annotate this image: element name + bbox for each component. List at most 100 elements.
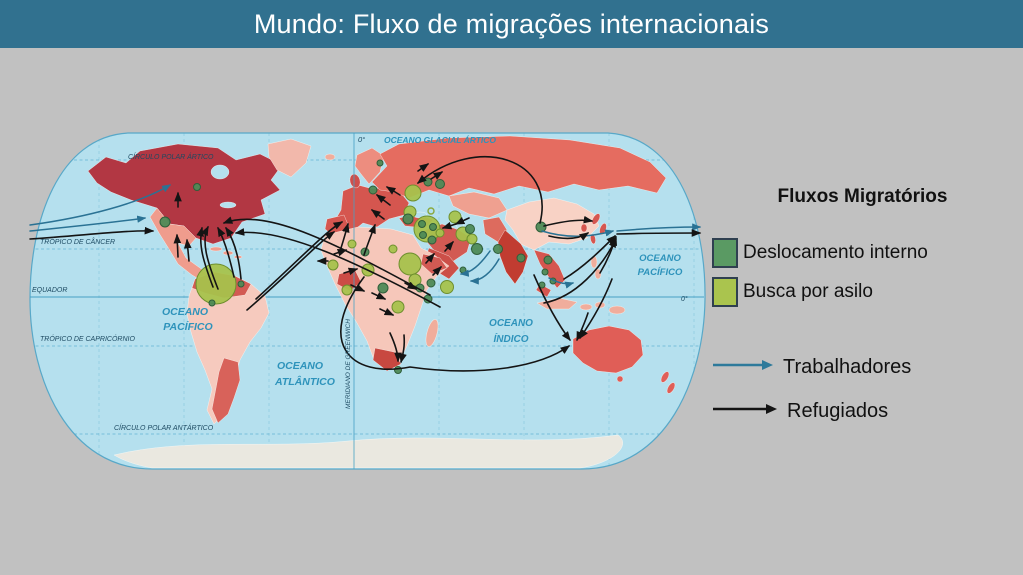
japan (590, 233, 596, 245)
worker-flow-arrow (616, 223, 702, 232)
refugee-flow-arrow (183, 238, 192, 262)
legend-item-label: Deslocamento interno (743, 242, 928, 263)
new-guinea (608, 305, 626, 315)
refugee-flow-arrow (340, 276, 571, 372)
refugee-flow-arrow (375, 194, 391, 206)
internal-displacement-circle (237, 280, 245, 288)
legend-arrow-label: Trabalhadores (783, 356, 912, 378)
worker-flow-arrow (29, 215, 147, 232)
worker-flow-arrow (29, 184, 172, 226)
asylum-seeker-circle (435, 228, 445, 238)
oceano-indico-2-label: ÍNDICO (494, 332, 529, 345)
refugee-flow-arrow (350, 284, 366, 292)
internal-displacement-circle (193, 183, 201, 191)
refugee-flow-arrow (200, 225, 219, 290)
refugee-flow-arrow (234, 228, 441, 308)
internal-displacement-circle (377, 282, 389, 294)
refugee-flow-arrow (543, 237, 617, 304)
internal-displacement-circle (541, 268, 549, 276)
oceano-atlantico-2-label: ATLÂNTICO (274, 375, 335, 388)
refugee-flow-arrow (196, 226, 214, 288)
worker-flow-arrow-icon (712, 358, 774, 377)
refugee-flow-arrow (173, 233, 182, 258)
refugee-flow-arrow (371, 292, 387, 300)
refugee-flow-arrow-icon (712, 402, 778, 421)
internal-displacement-circle (516, 253, 526, 263)
indonesia-island (579, 303, 593, 311)
asylum-seeker-circle (404, 184, 422, 202)
legend-title: Fluxos Migratórios (777, 186, 948, 207)
legend-item-deslocamento-interno: Deslocamento interno (712, 238, 928, 268)
title-bar: Mundo: Fluxo de migrações internacionais (0, 0, 1023, 48)
great-lakes (219, 201, 237, 209)
russia (371, 135, 667, 199)
tropico-de-capricornio-label: TRÓPICO DE CAPRICÓRNIO (40, 334, 135, 343)
asylum-seeker-circle (391, 300, 405, 314)
refugee-flow-arrow (333, 248, 348, 257)
refugee-flow-arrow (370, 209, 385, 220)
philippines (594, 268, 602, 280)
iceland (324, 153, 336, 161)
asylum-seeker-circle (347, 239, 357, 249)
refugee-flow-arrow (339, 222, 350, 252)
equador-label: EQUADOR (32, 287, 67, 294)
arrow-glyph (713, 404, 777, 414)
refugee-flow-arrow (425, 253, 435, 264)
world-map: 0° OCEANO GLACIAL ÁRTICO CÍRCULO POLAR ÁRT… (28, 127, 706, 475)
asylum-seeker-circle (341, 284, 353, 296)
antarctica (113, 434, 624, 469)
oceano-indico-1-label: OCEANO (489, 318, 533, 329)
refugee-flow-arrow (430, 171, 444, 180)
internal-displacement-circle (459, 266, 467, 274)
central-asia (448, 191, 508, 219)
tasmania (616, 375, 624, 383)
refugee-flow-arrow (379, 308, 395, 316)
asylum-seeker-circle (398, 252, 422, 276)
internal-displacement-swatch (712, 238, 738, 268)
caribbean-island (209, 246, 223, 252)
refugee-flow-arrow (417, 163, 430, 172)
internal-displacement-circle (402, 213, 414, 225)
internal-displacement-circle (493, 244, 503, 254)
migration-flows (29, 156, 702, 372)
asylum-seeker-circle (466, 233, 478, 245)
refugee-flow-arrow (225, 226, 242, 280)
internal-displacement-circle (429, 223, 437, 231)
legend-arrow-refugiados: Refugiados (712, 400, 888, 423)
internal-displacement-circle (419, 231, 427, 239)
circulo-polar-antartico-label: CÍRCULO POLAR ANTÁRTICO (114, 423, 214, 432)
internal-displacement-circle (427, 235, 437, 245)
refugee-flow-arrow (548, 232, 590, 241)
southeast-asia (533, 249, 566, 289)
asylum-seeker-circle (440, 280, 454, 294)
refugee-flow-arrow (29, 226, 155, 240)
legend-arrow-trabalhadores: Trabalhadores (712, 356, 911, 379)
legend-item-label: Busca por asilo (743, 281, 873, 302)
asylum-seeker-circle (388, 244, 398, 254)
refugee-flow-arrow (389, 332, 402, 363)
new-zealand (666, 382, 676, 394)
internal-displacement-circle (465, 224, 475, 234)
page-title: Mundo: Fluxo de migrações internacionais (253, 8, 770, 39)
oceano-pacifico-left-2-label: PACÍFICO (163, 320, 212, 333)
oceano-pacifico-right-2-label: PACÍFICO (638, 267, 683, 278)
internal-displacement-circle (376, 159, 384, 167)
refugee-flow-arrow (432, 266, 442, 276)
zero-right-label: 0° (681, 295, 688, 303)
oceano-atlantico-1-label: OCEANO (277, 360, 323, 372)
migration-circles (159, 159, 557, 374)
refugee-flow-arrow (404, 281, 418, 290)
united-kingdom (349, 173, 361, 189)
worker-flow-arrow (541, 229, 615, 238)
refugee-flow-arrow (255, 221, 344, 300)
meridiano-de-greenwich-label: MERIDIANO DE GREENWICH (345, 319, 352, 409)
internal-displacement-circle (418, 220, 426, 228)
internal-displacement-circle (471, 243, 483, 255)
map-labels: 0° OCEANO GLACIAL ÁRTICO CÍRCULO POLAR ÁRT… (32, 135, 688, 432)
refugee-flow-arrow (543, 215, 594, 227)
refugee-flow-arrow (385, 186, 401, 196)
worker-flow-arrow (469, 258, 500, 285)
refugee-flow-arrow (399, 334, 407, 364)
legend-item-busca-por-asilo: Busca por asilo (712, 277, 873, 307)
